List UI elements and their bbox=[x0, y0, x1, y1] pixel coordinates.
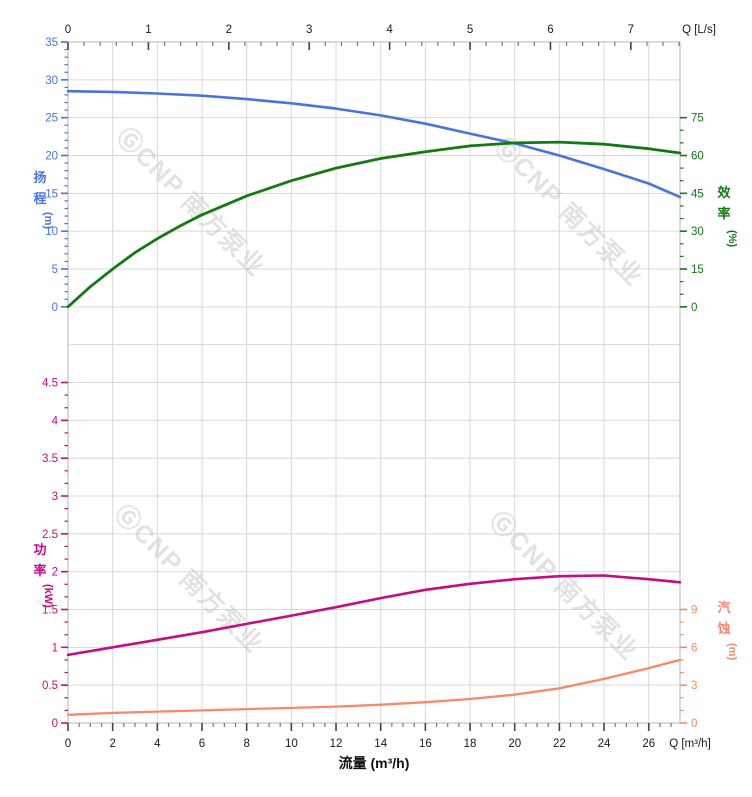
head-axis-title-char2: 程 bbox=[33, 191, 46, 206]
power-axis-tick-label: 4.5 bbox=[42, 378, 58, 390]
bottom-axis-tick-label: 0 bbox=[65, 738, 71, 750]
top-axis-tick-label: 2 bbox=[226, 24, 232, 36]
npsh-axis-tick-label: 0 bbox=[691, 718, 697, 730]
bottom-axis-tick-label: 22 bbox=[553, 738, 566, 750]
npsh-axis-title-char2: 蚀 bbox=[716, 621, 730, 636]
head-axis-tick-label: 30 bbox=[45, 75, 58, 87]
bottom-axis-tick-label: 2 bbox=[109, 738, 115, 750]
head-axis-unit: (m) bbox=[42, 212, 54, 229]
top-axis-tick-label: 0 bbox=[65, 24, 71, 36]
npsh-axis-title-char1: 汽 bbox=[717, 600, 730, 615]
power-axis-tick-label: 1 bbox=[52, 642, 58, 654]
head-axis-tick-label: 35 bbox=[45, 37, 58, 49]
top-axis-tick-label: 4 bbox=[386, 24, 393, 36]
bottom-axis-tick-label: 4 bbox=[154, 738, 161, 750]
efficiency-axis-tick-label: 15 bbox=[691, 264, 704, 276]
head-axis-tick-label: 10 bbox=[45, 226, 58, 238]
bottom-axis-tick-label: 12 bbox=[330, 738, 343, 750]
efficiency-axis-tick-label: 45 bbox=[691, 188, 704, 200]
axes-layer: 0 1 2 3 4 5 6 70 2 4 6 8 10 12 14 16 18 20 22 24 26051015202… bbox=[42, 24, 704, 750]
head-axis-tick-label: 5 bbox=[52, 264, 58, 276]
npsh-axis-unit: (m) bbox=[726, 643, 738, 660]
bottom-axis-tick-label: 8 bbox=[243, 738, 249, 750]
top-axis-tick-label: 3 bbox=[306, 24, 312, 36]
power-curve bbox=[66, 574, 682, 657]
npsh-curve bbox=[66, 658, 682, 716]
efficiency-axis-title-char1: 效 bbox=[717, 185, 731, 200]
bottom-axis-tick-label: 6 bbox=[199, 738, 205, 750]
power-axis-tick-label: 3.5 bbox=[42, 453, 58, 465]
bottom-axis-unit-label: Q [m³/h] bbox=[669, 738, 711, 750]
head-axis-tick-label: 20 bbox=[45, 151, 58, 163]
head-axis-title-char1: 扬 bbox=[33, 170, 46, 185]
npsh-axis-tick-label: 3 bbox=[691, 680, 697, 692]
efficiency-curve bbox=[66, 140, 682, 309]
efficiency-axis-tick-label: 60 bbox=[691, 151, 704, 163]
bottom-axis-tick-label: 20 bbox=[508, 738, 521, 750]
power-axis-tick-label: 0 bbox=[52, 718, 58, 730]
efficiency-axis-unit: (%) bbox=[726, 230, 738, 247]
power-axis-unit: (kW) bbox=[42, 584, 54, 608]
power-axis-tick-label: 2 bbox=[52, 567, 58, 579]
series-layer bbox=[66, 89, 682, 716]
bottom-axis-tick-label: 24 bbox=[598, 738, 611, 750]
efficiency-axis-title-char2: 率 bbox=[717, 206, 730, 221]
top-axis-tick-label: 5 bbox=[467, 24, 473, 36]
power-axis-tick-label: 4 bbox=[52, 415, 59, 427]
power-axis-title-char1: 功 bbox=[33, 542, 46, 557]
top-axis-unit-label: Q [L/s] bbox=[682, 24, 716, 36]
power-axis-tick-label: 1.5 bbox=[42, 605, 58, 617]
efficiency-axis-tick-label: 0 bbox=[691, 302, 697, 314]
power-axis-tick-label: 2.5 bbox=[42, 529, 58, 541]
watermark-text: ⒼCNP 南方泵业 bbox=[484, 506, 644, 666]
bottom-axis-tick-label: 18 bbox=[464, 738, 477, 750]
top-axis-tick-label: 7 bbox=[628, 24, 634, 36]
head-axis-tick-label: 15 bbox=[45, 188, 58, 200]
power-axis-tick-label: 0.5 bbox=[42, 680, 58, 692]
bottom-axis-tick-label: 14 bbox=[374, 738, 387, 750]
bottom-axis-tick-label: 26 bbox=[642, 738, 655, 750]
efficiency-axis-tick-label: 75 bbox=[691, 113, 704, 125]
efficiency-axis-tick-label: 30 bbox=[691, 226, 704, 238]
bottom-axis-tick-label: 10 bbox=[285, 738, 298, 750]
head-axis-tick-label: 25 bbox=[45, 113, 58, 125]
bottom-axis-tick-label: 16 bbox=[419, 738, 432, 750]
x-axis-title: 流量 (m³/h) bbox=[339, 755, 410, 771]
power-axis-tick-label: 3 bbox=[52, 491, 58, 503]
power-axis-title-char2: 率 bbox=[33, 563, 46, 578]
top-axis-tick-label: 1 bbox=[145, 24, 151, 36]
top-axis-tick-label: 6 bbox=[547, 24, 553, 36]
npsh-axis-tick-label: 6 bbox=[691, 642, 697, 654]
npsh-axis-tick-label: 9 bbox=[691, 605, 697, 617]
head-axis-tick-label: 0 bbox=[52, 302, 58, 314]
head-curve bbox=[66, 89, 682, 199]
